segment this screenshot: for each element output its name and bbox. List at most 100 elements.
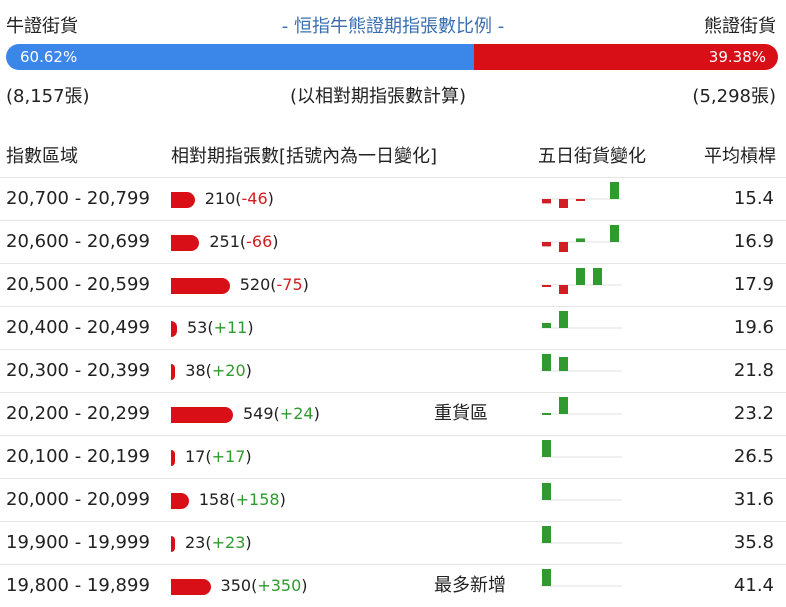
sparkline-bar [542, 323, 551, 328]
bull-contracts-total: (8,157張) [6, 86, 90, 107]
daily-change: +24 [279, 404, 314, 423]
contracts-bar [171, 321, 177, 337]
contracts-value: 549(+24) [243, 404, 320, 423]
contracts-count: 158 [198, 490, 230, 509]
index-range: 20,200 - 20,299 [6, 403, 150, 424]
bear-contracts-total: (5,298張) [692, 86, 776, 107]
avg-leverage: 15.4 [733, 188, 774, 209]
sparkline-bar [542, 569, 551, 586]
five-day-sparkline [540, 182, 622, 208]
zone-tag: 重貨區 [434, 403, 488, 424]
table-row: 20,700 - 20,799 210(-46) 15.4 [0, 177, 786, 220]
contracts-bar [171, 493, 189, 509]
sparkline-bar [542, 354, 551, 371]
five-day-sparkline [540, 268, 622, 294]
index-range: 19,800 - 19,899 [6, 575, 150, 596]
contracts-count: 38 [185, 361, 206, 380]
bull-percentage: 60.62% [20, 48, 78, 66]
contracts-bar [171, 278, 230, 294]
table-row: 20,600 - 20,699 251(-66) 16.9 [0, 220, 786, 263]
contracts-count: 251 [209, 232, 240, 251]
sparkline-bar [593, 268, 602, 285]
contracts-bar [171, 450, 175, 466]
avg-leverage: 23.2 [733, 403, 774, 424]
sparkline-bar [559, 199, 568, 208]
column-header-range: 指數區域 [6, 146, 78, 167]
five-day-sparkline [540, 354, 622, 372]
daily-change: -46 [241, 189, 268, 208]
index-range: 20,300 - 20,399 [6, 360, 150, 381]
contracts-bar [171, 364, 176, 380]
avg-leverage: 31.6 [733, 489, 774, 510]
daily-change: +17 [211, 447, 246, 466]
index-range: 20,100 - 20,199 [6, 446, 150, 467]
contracts-bar [171, 407, 233, 423]
sparkline-bar [559, 397, 568, 414]
contracts-value: 251(-66) [209, 232, 279, 251]
column-header-avg-leverage: 平均槓桿 [704, 146, 776, 167]
sparkline-bar [542, 483, 551, 500]
table-row: 20,100 - 20,199 17(+17) 26.5 [0, 435, 786, 478]
bull-bear-ratio-bar: 60.62% 39.38% [6, 44, 778, 70]
table-row: 19,900 - 19,999 23(+23) 35.8 [0, 521, 786, 564]
daily-change: +158 [235, 490, 280, 509]
table-row: 20,000 - 20,099 158(+158) 31.6 [0, 478, 786, 521]
table-row: 20,200 - 20,299 549(+24) 重貨區 23.2 [0, 392, 786, 435]
contracts-count: 23 [185, 533, 206, 552]
sparkline-bar [542, 526, 551, 543]
index-range: 19,900 - 19,999 [6, 532, 150, 553]
contracts-count: 350 [220, 576, 252, 595]
sparkline-bar [576, 199, 585, 201]
sparkline-bar [542, 285, 551, 287]
bear-percentage: 39.38% [708, 48, 766, 66]
five-day-sparkline [540, 440, 622, 458]
bear-ratio-segment: 39.38% [473, 44, 778, 70]
page-title: - 恒指牛熊證期指張數比例 - [281, 16, 505, 37]
five-day-sparkline [540, 526, 622, 544]
sparkline-bar [610, 225, 619, 242]
column-header-five-day: 五日街貨變化 [538, 146, 646, 167]
table-row: 20,400 - 20,499 53(+11) 19.6 [0, 306, 786, 349]
avg-leverage: 35.8 [733, 532, 774, 553]
sparkline-bar [542, 199, 551, 204]
bear-warrant-label: 熊證街貨 [704, 16, 776, 37]
sparkline-bar [559, 311, 568, 328]
contracts-value: 38(+20) [185, 361, 252, 380]
bull-warrant-label: 牛證街貨 [6, 16, 78, 37]
daily-change: +350 [257, 576, 302, 595]
avg-leverage: 21.8 [733, 360, 774, 381]
contracts-value: 17(+17) [185, 447, 252, 466]
sparkline-bar [576, 268, 585, 285]
table-row: 20,300 - 20,399 38(+20) 21.8 [0, 349, 786, 392]
contracts-bar [171, 235, 200, 251]
contracts-bar [171, 192, 195, 208]
contracts-value: 53(+11) [186, 318, 254, 337]
index-zone-table: 20,700 - 20,799 210(-46) 15.4 20,600 - 20,6… [0, 177, 786, 607]
avg-leverage: 19.6 [733, 317, 774, 338]
contracts-value: 23(+23) [185, 533, 252, 552]
bull-ratio-segment: 60.62% [6, 44, 474, 70]
contracts-bar [171, 536, 175, 552]
avg-leverage: 26.5 [733, 446, 774, 467]
sparkline-bar [542, 413, 551, 415]
five-day-sparkline [540, 397, 622, 415]
daily-change: +11 [213, 318, 248, 337]
daily-change: -66 [246, 232, 273, 251]
column-header-contracts: 相對期指張數[括號內為一日變化] [171, 146, 438, 167]
contracts-bar [171, 579, 211, 595]
table-row: 20,500 - 20,599 520(-75) 17.9 [0, 263, 786, 306]
sparkline-bar [559, 357, 568, 371]
five-day-sparkline [540, 569, 622, 587]
index-range: 20,500 - 20,599 [6, 274, 150, 295]
contracts-count: 520 [239, 275, 271, 294]
index-range: 20,400 - 20,499 [6, 317, 150, 338]
five-day-sparkline [540, 311, 622, 329]
sparkline-bar [559, 285, 568, 294]
zone-tag: 最多新增 [434, 575, 506, 596]
contracts-count: 53 [186, 318, 208, 337]
table-row: 19,800 - 19,899 350(+350) 最多新增 41.4 [0, 564, 786, 607]
avg-leverage: 41.4 [733, 575, 774, 596]
avg-leverage: 17.9 [733, 274, 774, 295]
daily-change: -75 [276, 275, 303, 294]
calculation-note: (以相對期指張數計算) [290, 86, 467, 107]
